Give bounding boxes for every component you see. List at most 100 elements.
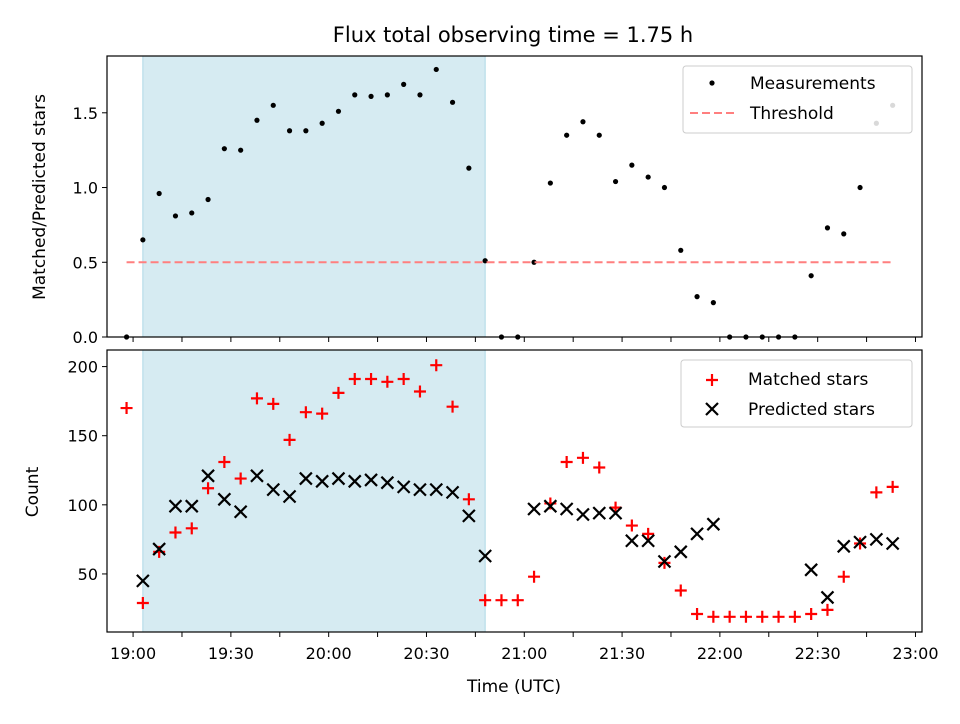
matched-stars-point <box>316 407 329 420</box>
matched-stars-point <box>185 522 198 535</box>
measurements-point <box>384 92 390 98</box>
measurements-point <box>221 146 227 152</box>
matched-stars-point <box>511 594 524 607</box>
x-tick-label: 21:00 <box>501 644 547 663</box>
x-tick-label: 19:30 <box>208 644 254 663</box>
predicted-stars-point <box>266 482 281 497</box>
predicted-stars-point <box>152 542 166 556</box>
predicted-stars-point <box>657 554 672 569</box>
matched-stars-point <box>674 584 687 597</box>
matched-stars-point <box>576 451 589 464</box>
matched-stars-point <box>381 375 394 388</box>
matched-stars-point <box>234 472 247 485</box>
measurements-point <box>661 184 668 191</box>
matched-stars-point <box>120 402 133 415</box>
measurements-point <box>857 184 863 191</box>
matched-stars-point <box>332 386 345 399</box>
top-legend: Measurements Threshold <box>682 65 913 134</box>
measurements-point <box>140 237 146 243</box>
matched-stars-point <box>788 610 801 623</box>
measurements-point <box>482 258 488 264</box>
top-shaded-region <box>142 56 486 337</box>
bottom-shaded-region <box>142 350 486 632</box>
bottom-axis-ticks: 19:00 19:30 20:00 20:30 21:00 21:30 22:00 22:30… <box>67 358 938 663</box>
matched-stars-point <box>397 373 410 386</box>
measurements-point <box>547 180 553 186</box>
measurements-point <box>466 165 472 171</box>
bottom-plot-frame <box>106 349 923 633</box>
predicted-stars-point <box>347 474 362 489</box>
predicted-stars-point <box>184 499 199 513</box>
predicted-stars-point <box>836 539 851 554</box>
measurements-point <box>205 196 211 203</box>
measurements-point <box>368 93 374 99</box>
predicted-stars-point <box>396 480 411 494</box>
matched-stars-point <box>528 570 541 583</box>
legend-predicted-stars-marker <box>705 402 719 416</box>
measurements-point <box>645 174 651 180</box>
predicted-stars-point <box>641 533 655 548</box>
matched-stars-point <box>136 596 149 609</box>
top-data-marks <box>123 66 896 340</box>
measurements-point <box>629 162 635 168</box>
legend-threshold-label: Threshold <box>749 104 834 124</box>
predicted-stars-point <box>527 502 541 516</box>
matched-stars-point <box>870 486 883 499</box>
matched-stars-point <box>495 594 508 607</box>
measurements-point <box>596 132 602 138</box>
measurements-point <box>841 231 847 237</box>
predicted-stars-point <box>543 499 558 513</box>
measurements-point <box>254 117 260 123</box>
predicted-stars-point <box>299 471 313 486</box>
measurements-point <box>189 210 195 216</box>
top-y-tick-label: 0.5 <box>73 253 98 272</box>
matched-stars-point <box>250 392 263 405</box>
predicted-stars-point <box>380 475 395 490</box>
top-y-tick-label: 1.0 <box>73 179 98 198</box>
legend-matched-stars-marker <box>706 374 718 386</box>
measurements-point <box>352 92 358 98</box>
predicted-stars-point <box>315 474 329 489</box>
measurements-point <box>238 147 244 153</box>
predicted-stars-point <box>576 507 590 522</box>
measurements-point <box>564 132 570 138</box>
predicted-stars-point <box>706 517 721 531</box>
predicted-stars-point <box>429 482 444 497</box>
matched-stars-point <box>299 406 312 419</box>
matched-stars-point <box>772 610 785 623</box>
predicted-stars-point <box>233 504 248 519</box>
matched-stars-point <box>462 493 475 506</box>
predicted-stars-point <box>690 527 704 541</box>
measurements-point <box>417 92 423 98</box>
bottom-y-tick-label: 150 <box>67 427 98 446</box>
legend-measurements-label: Measurements <box>750 74 876 94</box>
predicted-stars-point <box>201 469 215 483</box>
x-tick-label: 20:30 <box>403 644 449 663</box>
top-y-tick-label: 0.0 <box>73 328 98 347</box>
bottom-legend-box <box>680 359 913 428</box>
bottom-y-tick-label: 100 <box>67 496 98 515</box>
bottom-y-tick-label: 50 <box>78 565 98 584</box>
bottom-y-tick-label: 200 <box>67 358 98 377</box>
matched-stars-point <box>886 480 899 493</box>
measurements-point <box>531 259 537 265</box>
predicted-stars-point <box>282 489 297 504</box>
matched-stars-point <box>837 570 850 583</box>
predicted-stars-point <box>217 492 232 507</box>
matched-stars-point <box>723 610 736 623</box>
observing-window-shade-bottom <box>142 350 486 632</box>
matched-stars-point <box>756 610 769 623</box>
top-y-axis-label: Matched/Predicted stars <box>30 94 50 300</box>
x-axis-label: Time (UTC) <box>466 677 561 697</box>
x-tick-label: 22:30 <box>795 644 841 663</box>
observing-window-shade-top <box>142 56 486 337</box>
predicted-stars-point <box>478 549 492 563</box>
top-plot-frame <box>106 55 923 338</box>
measurements-point <box>612 178 619 185</box>
matched-stars-point <box>560 455 573 468</box>
x-tick-label: 21:30 <box>599 644 645 663</box>
matched-stars-point <box>202 482 215 495</box>
predicted-stars-point <box>608 506 623 520</box>
matched-stars-point <box>642 527 655 540</box>
